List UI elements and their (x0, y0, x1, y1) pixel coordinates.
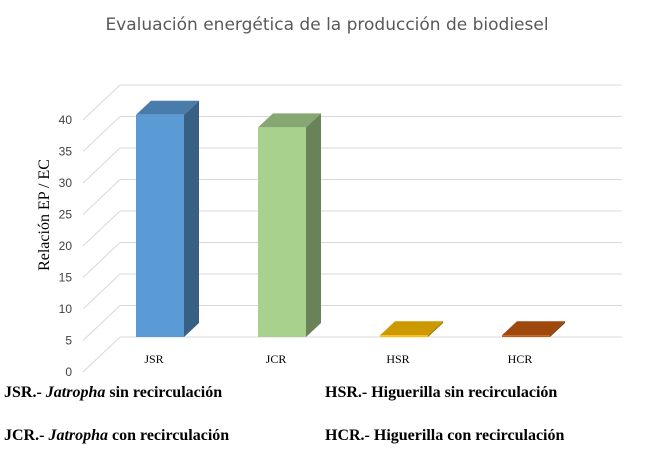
y-tick-label: 10 (59, 302, 73, 316)
y-axis-ticks: 0 5 10 15 20 25 30 35 40 (59, 113, 73, 379)
x-category-label: JSR (144, 352, 163, 366)
gridline-depth (82, 336, 121, 373)
y-tick-label: 30 (59, 176, 73, 190)
y-tick-label: 40 (59, 113, 73, 127)
legend-note-desc: sin recirculación (105, 384, 223, 401)
gridline-depth (82, 305, 121, 341)
legend-note-code: JSR.- (4, 384, 46, 401)
gridline-depth (82, 179, 121, 215)
legend-note-hcr: HCR.- Higuerilla con recirculación (325, 427, 564, 445)
chart-gridlines (82, 84, 622, 373)
gridline-depth (82, 116, 121, 152)
legend-note-code: HSR.- (325, 384, 372, 401)
legend-note-hsr: HSR.- Higuerilla sin recirculación (325, 384, 557, 402)
bar-top-face (380, 321, 443, 336)
bar-side-face (428, 321, 443, 337)
y-tick-label: 20 (59, 239, 73, 253)
y-tick-label: 5 (65, 334, 72, 348)
gridline-depth (82, 147, 121, 184)
bar-hcr (502, 321, 565, 337)
bar-jsr (136, 100, 199, 337)
bar-front-face (380, 335, 428, 337)
bar-top-face (136, 100, 199, 115)
x-category-label: JCR (266, 352, 287, 366)
bar-hsr (380, 321, 443, 337)
y-tick-label: 35 (59, 145, 73, 159)
bar-front-face (502, 335, 550, 337)
legend-note-code: JCR.- (4, 427, 49, 444)
chart-bars (136, 100, 565, 337)
legend-note-desc: con recirculación (108, 427, 230, 444)
legend-note-desc: Higuerilla sin recirculación (371, 384, 558, 401)
gridline-depth (82, 210, 121, 247)
chart-title: Evaluación energética de la producción d… (105, 15, 548, 35)
gridline-depth (82, 242, 121, 278)
bar-top-face (258, 113, 321, 128)
y-tick-label: 15 (59, 271, 73, 285)
bar-jcr (258, 113, 321, 337)
bar-chart: Evaluación energética de la producción d… (36, 15, 622, 379)
gridline-depth (82, 84, 121, 121)
legend-note-genus: Jatropha (45, 384, 106, 401)
bar-side-face (550, 321, 565, 337)
x-category-label: HCR (508, 352, 533, 366)
bar-front-face (136, 114, 184, 337)
y-axis-label: Relación EP / EC (36, 159, 53, 271)
gridline-depth (82, 273, 121, 310)
bar-front-face (258, 127, 306, 337)
bar-side-face (306, 113, 321, 337)
legend-note-genus: Jatropha (48, 427, 109, 444)
legend-note-jcr: JCR.- Jatropha con recirculación (4, 427, 229, 445)
legend-note-jsr: JSR.- Jatropha sin recirculación (4, 384, 222, 402)
legend-note-code: HCR.- (325, 427, 374, 444)
bar-top-face (502, 321, 565, 336)
bar-side-face (184, 100, 199, 337)
x-axis-categories: JSR JCR HSR HCR (144, 352, 532, 366)
y-tick-label: 25 (59, 208, 73, 222)
x-category-label: HSR (386, 352, 409, 366)
legend-note-desc: Higuerilla con recirculación (373, 427, 565, 444)
y-tick-label: 0 (65, 365, 72, 379)
